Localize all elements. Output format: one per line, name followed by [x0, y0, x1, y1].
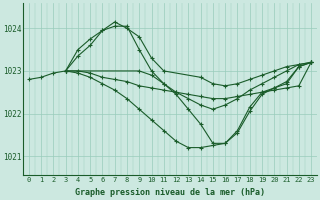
X-axis label: Graphe pression niveau de la mer (hPa): Graphe pression niveau de la mer (hPa) [75, 188, 265, 197]
